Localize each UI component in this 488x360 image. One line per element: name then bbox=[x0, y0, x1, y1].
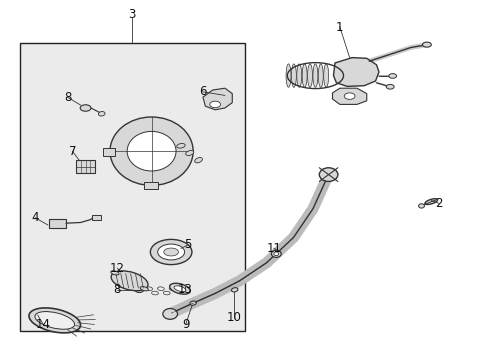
Ellipse shape bbox=[163, 248, 178, 256]
Ellipse shape bbox=[209, 101, 220, 108]
Ellipse shape bbox=[271, 250, 281, 257]
Ellipse shape bbox=[302, 64, 306, 87]
Ellipse shape bbox=[157, 244, 184, 260]
Ellipse shape bbox=[296, 64, 301, 87]
Ellipse shape bbox=[169, 283, 190, 294]
Text: 2: 2 bbox=[434, 197, 442, 210]
Ellipse shape bbox=[176, 144, 185, 148]
Ellipse shape bbox=[388, 74, 396, 78]
Bar bbox=[102, 148, 115, 156]
Ellipse shape bbox=[150, 239, 192, 265]
Text: 11: 11 bbox=[266, 242, 281, 255]
Ellipse shape bbox=[111, 271, 119, 275]
Ellipse shape bbox=[318, 64, 323, 87]
Ellipse shape bbox=[163, 309, 177, 319]
Ellipse shape bbox=[285, 64, 290, 87]
Text: 6: 6 bbox=[199, 85, 206, 98]
Text: 3: 3 bbox=[128, 8, 136, 21]
Bar bbox=[144, 182, 158, 189]
Ellipse shape bbox=[344, 93, 354, 99]
Ellipse shape bbox=[110, 117, 193, 185]
Polygon shape bbox=[332, 88, 366, 104]
Ellipse shape bbox=[98, 112, 105, 116]
Ellipse shape bbox=[231, 288, 238, 292]
Bar bbox=[92, 215, 101, 220]
Bar bbox=[20, 43, 244, 331]
Ellipse shape bbox=[418, 204, 424, 208]
Ellipse shape bbox=[127, 131, 176, 171]
Text: 7: 7 bbox=[68, 145, 76, 158]
Ellipse shape bbox=[291, 64, 296, 87]
Ellipse shape bbox=[35, 311, 75, 329]
Ellipse shape bbox=[111, 271, 148, 291]
Ellipse shape bbox=[140, 287, 148, 291]
Ellipse shape bbox=[307, 64, 312, 87]
Ellipse shape bbox=[189, 301, 196, 305]
Text: 8: 8 bbox=[113, 283, 121, 296]
Text: 8: 8 bbox=[63, 91, 71, 104]
Ellipse shape bbox=[386, 85, 393, 89]
Ellipse shape bbox=[312, 64, 317, 87]
Ellipse shape bbox=[323, 64, 328, 87]
Bar bbox=[76, 160, 95, 173]
Ellipse shape bbox=[273, 252, 278, 256]
Ellipse shape bbox=[185, 150, 193, 156]
Bar bbox=[49, 219, 66, 228]
Ellipse shape bbox=[80, 105, 91, 111]
Text: 10: 10 bbox=[226, 311, 241, 324]
Ellipse shape bbox=[424, 199, 437, 204]
Ellipse shape bbox=[174, 286, 185, 292]
Ellipse shape bbox=[422, 42, 430, 47]
Ellipse shape bbox=[319, 168, 337, 181]
Text: 4: 4 bbox=[31, 211, 39, 224]
Ellipse shape bbox=[194, 158, 202, 163]
Text: 13: 13 bbox=[177, 283, 192, 296]
Text: 9: 9 bbox=[182, 318, 189, 330]
Ellipse shape bbox=[135, 287, 143, 292]
Text: 1: 1 bbox=[335, 21, 343, 33]
Polygon shape bbox=[333, 58, 378, 86]
Text: 5: 5 bbox=[184, 238, 192, 251]
Text: 14: 14 bbox=[36, 318, 50, 330]
Polygon shape bbox=[203, 88, 232, 110]
Ellipse shape bbox=[29, 308, 81, 333]
Text: 12: 12 bbox=[110, 262, 124, 275]
